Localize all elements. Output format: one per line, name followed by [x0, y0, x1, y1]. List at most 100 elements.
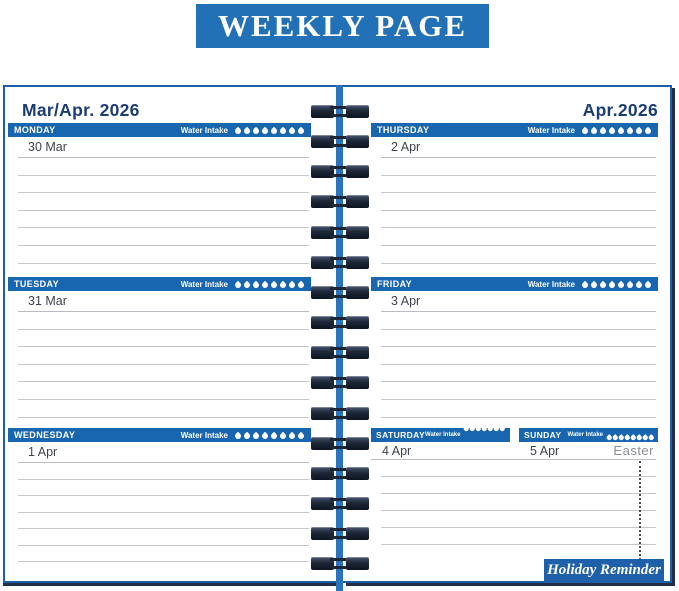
water-drop-icon [641, 433, 648, 440]
ruled-line [18, 227, 309, 229]
ruled-line [18, 363, 309, 365]
title-banner: WEEKLY PAGE [196, 4, 489, 48]
ring-wire-bottom [330, 114, 350, 117]
water-drop-icons [579, 121, 653, 139]
water-drop-icon [625, 280, 635, 290]
ring-wire-top [330, 166, 350, 170]
water-drop-icon [260, 431, 270, 441]
day-section-monday: MONDAY Water Intake 30 Mar [8, 123, 311, 268]
water-intake-tracker: Water Intake [181, 275, 306, 293]
day-header-bar-saturday: SATURDAY Water Intake [371, 424, 510, 449]
water-drop-icon [287, 280, 297, 290]
ruled-line [18, 495, 309, 496]
water-drop-icons [605, 426, 654, 444]
day-section-tuesday: TUESDAY Water Intake 31 Mar [8, 277, 311, 422]
ruled-line [381, 363, 656, 365]
date-row: 1 Apr [18, 442, 309, 463]
ruled-line [381, 227, 656, 229]
spiral-spine [336, 85, 343, 591]
ruled-line [381, 245, 656, 246]
ring-end-left [311, 225, 334, 239]
ring-wire-top [330, 558, 350, 562]
right-page [343, 85, 672, 583]
ring-wire-top [330, 407, 350, 411]
day-header-bar-sunday: SUNDAY Water Intake [519, 428, 658, 442]
ring-end-right [346, 496, 369, 510]
ring-wire-bottom [330, 174, 350, 178]
water-drop-icon [296, 431, 306, 441]
water-drop-icons [232, 121, 306, 139]
ring-end-left [311, 466, 334, 480]
ring-end-right [346, 165, 369, 179]
ring-wire-top [330, 226, 350, 230]
ring-end-right [346, 436, 369, 450]
water-intake-tracker: Water Intake [568, 426, 654, 444]
water-drop-icon [643, 126, 653, 136]
ruled-line [18, 399, 309, 400]
spiral-ring [311, 496, 369, 510]
water-drop-icon [251, 280, 261, 290]
day-header-bar: TUESDAY Water Intake [8, 277, 311, 291]
ring-end-left [311, 105, 334, 118]
ring-wire-bottom [330, 355, 350, 359]
ring-end-right [346, 316, 369, 330]
water-drop-icon [296, 126, 306, 136]
left-month-header: Mar/Apr. 2026 [22, 100, 140, 120]
date-row: 31 Mar [18, 291, 309, 312]
holiday-dotted-leader-line [639, 461, 641, 560]
day-name: TUESDAY [14, 279, 59, 289]
date-label-saturday: 4 Apr [382, 443, 412, 458]
water-drop-icon [260, 126, 270, 136]
ruled-line [381, 544, 656, 545]
water-drop-icon [616, 126, 626, 136]
ring-wire-bottom [330, 264, 350, 268]
ring-wire-bottom [330, 415, 350, 419]
water-drop-icon [251, 126, 261, 136]
spiral-ring [311, 376, 369, 390]
water-intake-tracker: Water Intake [180, 121, 306, 139]
water-drop-icon [607, 280, 617, 290]
ring-end-left [311, 316, 334, 330]
spiral-ring [311, 165, 369, 179]
water-drop-icon [242, 280, 252, 290]
ruled-line [18, 328, 309, 330]
ruled-line [18, 381, 309, 383]
water-drop-icon [607, 126, 617, 136]
ring-wire-bottom [330, 294, 350, 298]
ring-wire-top [330, 106, 350, 109]
ruled-line [381, 174, 656, 176]
ruled-lines [371, 460, 658, 549]
water-drop-icons [232, 426, 306, 444]
ruled-line [18, 346, 309, 348]
ring-end-left [311, 165, 334, 179]
water-drop-icon [233, 126, 243, 136]
water-drop-icon [242, 431, 252, 441]
day-name: FRIDAY [377, 279, 413, 289]
ruled-line [381, 209, 656, 211]
ring-wire-top [330, 497, 350, 501]
ring-end-left [311, 195, 334, 209]
day-section-thursday: THURSDAY Water Intake 2 Apr [371, 123, 658, 268]
water-drop-icon [643, 280, 653, 290]
water-drop-icon [598, 280, 608, 290]
water-intake-label: Water Intake [527, 279, 575, 289]
water-intake-label: Water Intake [180, 125, 228, 135]
ring-end-right [346, 105, 369, 118]
spiral-ring [311, 436, 369, 450]
water-drop-icon [499, 424, 506, 431]
date-row: 3 Apr [381, 291, 656, 312]
water-drop-icon [647, 433, 654, 440]
day-header-bar: MONDAY Water Intake [8, 123, 311, 137]
ring-end-right [346, 135, 369, 149]
ruled-line [381, 527, 656, 528]
ring-wire-bottom [330, 445, 350, 449]
ruled-line [381, 262, 656, 264]
day-section-friday: FRIDAY Water Intake 3 Apr [371, 277, 658, 422]
ruled-line [381, 346, 656, 348]
ruled-line [381, 476, 656, 477]
ring-end-left [311, 557, 334, 571]
ring-end-right [346, 255, 369, 269]
ring-end-left [311, 346, 334, 360]
spiral-ring [311, 316, 369, 330]
